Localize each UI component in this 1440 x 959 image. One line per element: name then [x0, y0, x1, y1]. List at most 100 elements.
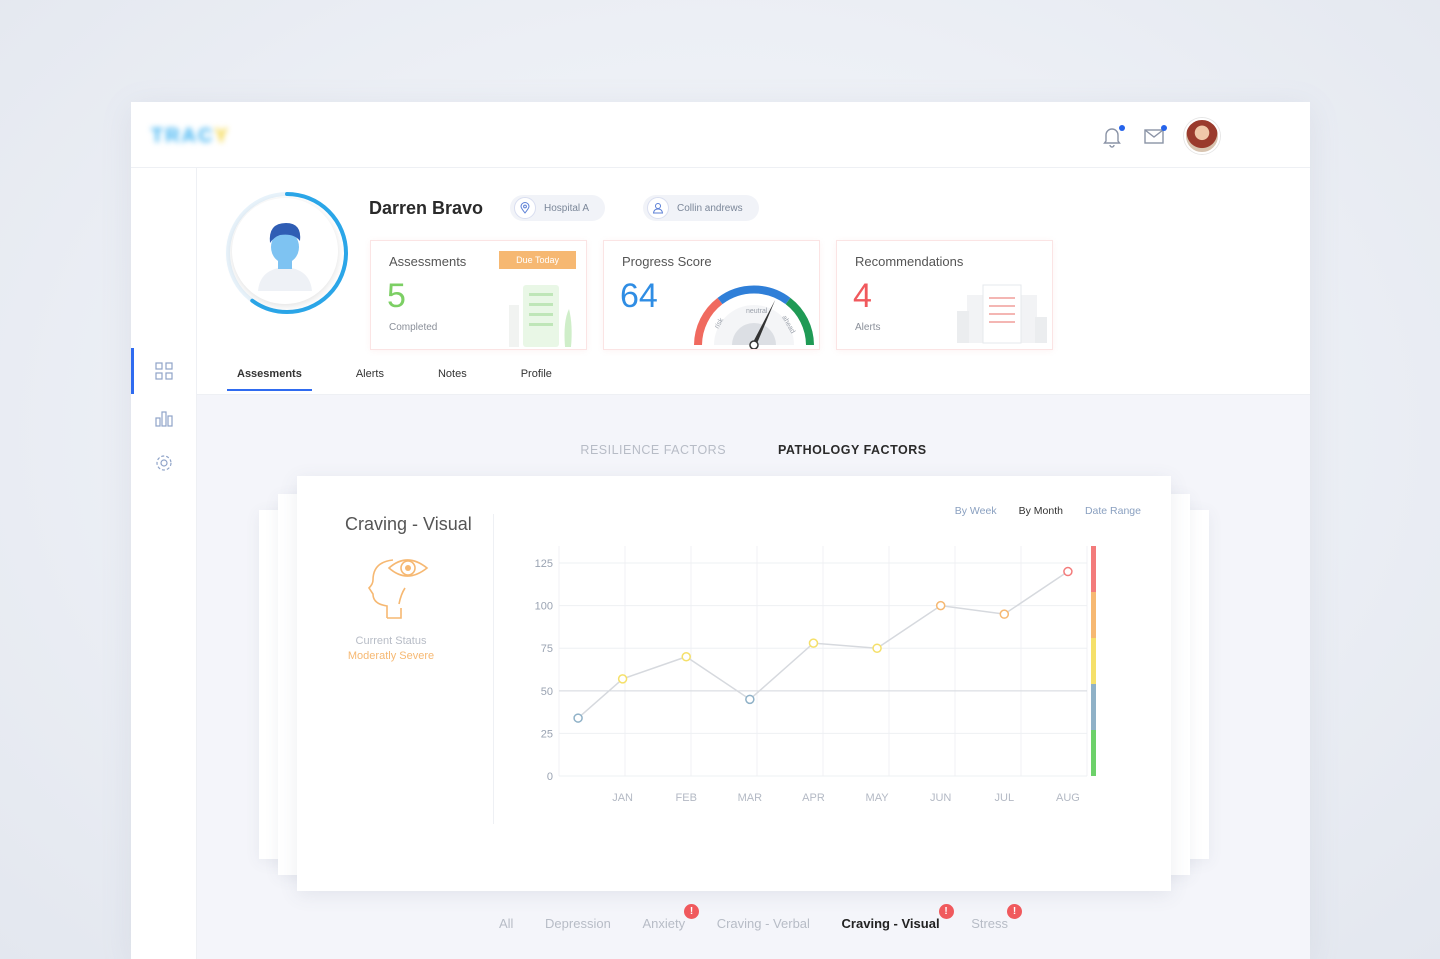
data-point [1063, 566, 1073, 577]
data-point [573, 713, 583, 723]
card-subtitle: Alerts [855, 322, 881, 333]
tab-assessments[interactable]: Assesments [227, 364, 312, 391]
category-all[interactable]: All [499, 916, 513, 931]
x-tick-label: JAN [612, 792, 633, 804]
x-tick-label: JUL [995, 792, 1015, 804]
factor-title: Craving - Visual [345, 514, 472, 534]
category-anxiety[interactable]: Anxiety! [642, 904, 700, 931]
location-pin-icon [514, 197, 536, 219]
tab-notes[interactable]: Notes [437, 368, 467, 380]
severity-bar-segment [1091, 592, 1096, 638]
category-label: Anxiety [642, 916, 686, 931]
patient-profile: Darren Bravo Hospital A Collin andrews A… [197, 168, 1310, 395]
top-icons [1100, 118, 1220, 154]
y-tick-label: 100 [535, 601, 553, 613]
tab-alerts[interactable]: Alerts [355, 368, 384, 380]
settings-gear-icon[interactable] [131, 440, 196, 486]
bell-icon[interactable] [1100, 124, 1125, 148]
mail-icon[interactable] [1142, 124, 1167, 148]
severity-bar-segment [1091, 684, 1096, 730]
patient-avatar [232, 198, 338, 304]
patient-name: Darren Bravo [369, 198, 484, 218]
clinician-label: Collin andrews [677, 202, 743, 214]
category-craving-verbal[interactable]: Craving - Verbal [717, 916, 810, 931]
clinician-chip[interactable]: Collin andrews [643, 195, 759, 221]
factor-categories: All Depression Anxiety! Craving - Verbal… [197, 904, 1310, 931]
avatar-progress-ring [224, 190, 350, 316]
tab-profile[interactable]: Profile [520, 368, 552, 380]
notification-dot [1161, 125, 1167, 131]
card-title: Recommendations [855, 254, 964, 269]
data-point [745, 694, 755, 705]
category-label: All [498, 916, 514, 931]
card-title: Progress Score [622, 254, 712, 269]
data-point [617, 674, 628, 684]
data-point [808, 638, 819, 648]
notification-dot [1119, 125, 1125, 131]
y-tick-label: 25 [541, 728, 553, 740]
user-avatar[interactable] [1184, 118, 1220, 154]
x-tick-label: MAY [866, 792, 890, 804]
range-date-range[interactable]: Date Range [1084, 505, 1141, 517]
x-tick-label: AUG [1056, 792, 1080, 804]
hospital-chip[interactable]: Hospital A [510, 195, 606, 221]
factor-chart-card: Craving - Visual Current Status Moderatl… [297, 476, 1171, 891]
factor-tabs: RESILIENCE FACTORS PATHOLOGY FACTORS [197, 443, 1310, 457]
gauge-label-risk: risk [714, 317, 726, 330]
x-tick-label: FEB [676, 792, 697, 804]
tab-pathology-factors[interactable]: PATHOLOGY FACTORS [778, 443, 927, 457]
current-status-label: Current Status [355, 635, 427, 647]
progress-score-value: 64 [620, 277, 658, 315]
head-eye-icon [367, 559, 429, 619]
alert-badge-icon: ! [938, 904, 954, 919]
progress-score-card[interactable]: Progress Score 64 risk neutral ahead [603, 240, 820, 350]
profile-tabs: Assesments Alerts Notes Profile [227, 364, 596, 391]
card-title: Assessments [389, 254, 467, 269]
current-status-value: Moderatly Severe [347, 650, 435, 662]
app-logo[interactable]: TRACY [151, 125, 230, 147]
category-depression[interactable]: Depression [545, 916, 611, 931]
alert-badge-icon: ! [684, 904, 700, 919]
data-point [999, 609, 1010, 619]
severity-bar-segment [1091, 546, 1096, 592]
severity-bar-segment [1091, 638, 1096, 684]
card-subtitle: Completed [389, 322, 438, 333]
gauge-label-neutral: neutral [746, 308, 768, 315]
range-by-month[interactable]: By Month [1018, 505, 1063, 517]
y-tick-label: 0 [547, 771, 553, 783]
category-stress[interactable]: Stress! [971, 904, 1023, 931]
x-tick-label: JUN [930, 792, 951, 804]
sidebar [131, 168, 197, 959]
panel-divider [493, 514, 494, 824]
data-point [872, 643, 882, 653]
recommendations-card[interactable]: Recommendations 4 Alerts [836, 240, 1053, 350]
app-window: TRACY [131, 102, 1310, 959]
data-point [681, 651, 691, 662]
clipboard-illustration-icon [957, 284, 1047, 344]
bar-chart-icon[interactable] [131, 395, 196, 441]
y-tick-label: 50 [541, 686, 553, 698]
checklist-illustration-icon [509, 285, 572, 347]
range-selector: By Week By Month Date Range [955, 505, 1141, 517]
doctor-icon [647, 197, 669, 219]
dashboard-grid-icon[interactable] [131, 348, 196, 394]
severity-bar-segment [1091, 730, 1096, 776]
alert-badge-icon: ! [1007, 904, 1023, 919]
progress-gauge: risk neutral ahead [694, 285, 814, 349]
range-by-week[interactable]: By Week [954, 505, 997, 517]
assessments-card[interactable]: Assessments Due Today 5 Completed [370, 240, 587, 350]
assessments-count: 5 [387, 277, 406, 315]
tab-resilience-factors[interactable]: RESILIENCE FACTORS [580, 443, 727, 457]
data-point [935, 600, 946, 611]
category-label: Craving - Verbal [716, 916, 810, 931]
category-label: Craving - Visual [841, 916, 940, 931]
x-tick-label: MAR [738, 792, 763, 804]
hospital-label: Hospital A [544, 202, 590, 214]
category-craving-visual[interactable]: Craving - Visual! [841, 904, 954, 931]
category-label: Depression [545, 916, 611, 931]
y-tick-label: 75 [541, 643, 553, 655]
y-tick-label: 125 [535, 558, 553, 570]
category-label: Stress [971, 916, 1009, 931]
top-bar: TRACY [131, 102, 1310, 168]
recommendations-count: 4 [853, 277, 872, 315]
